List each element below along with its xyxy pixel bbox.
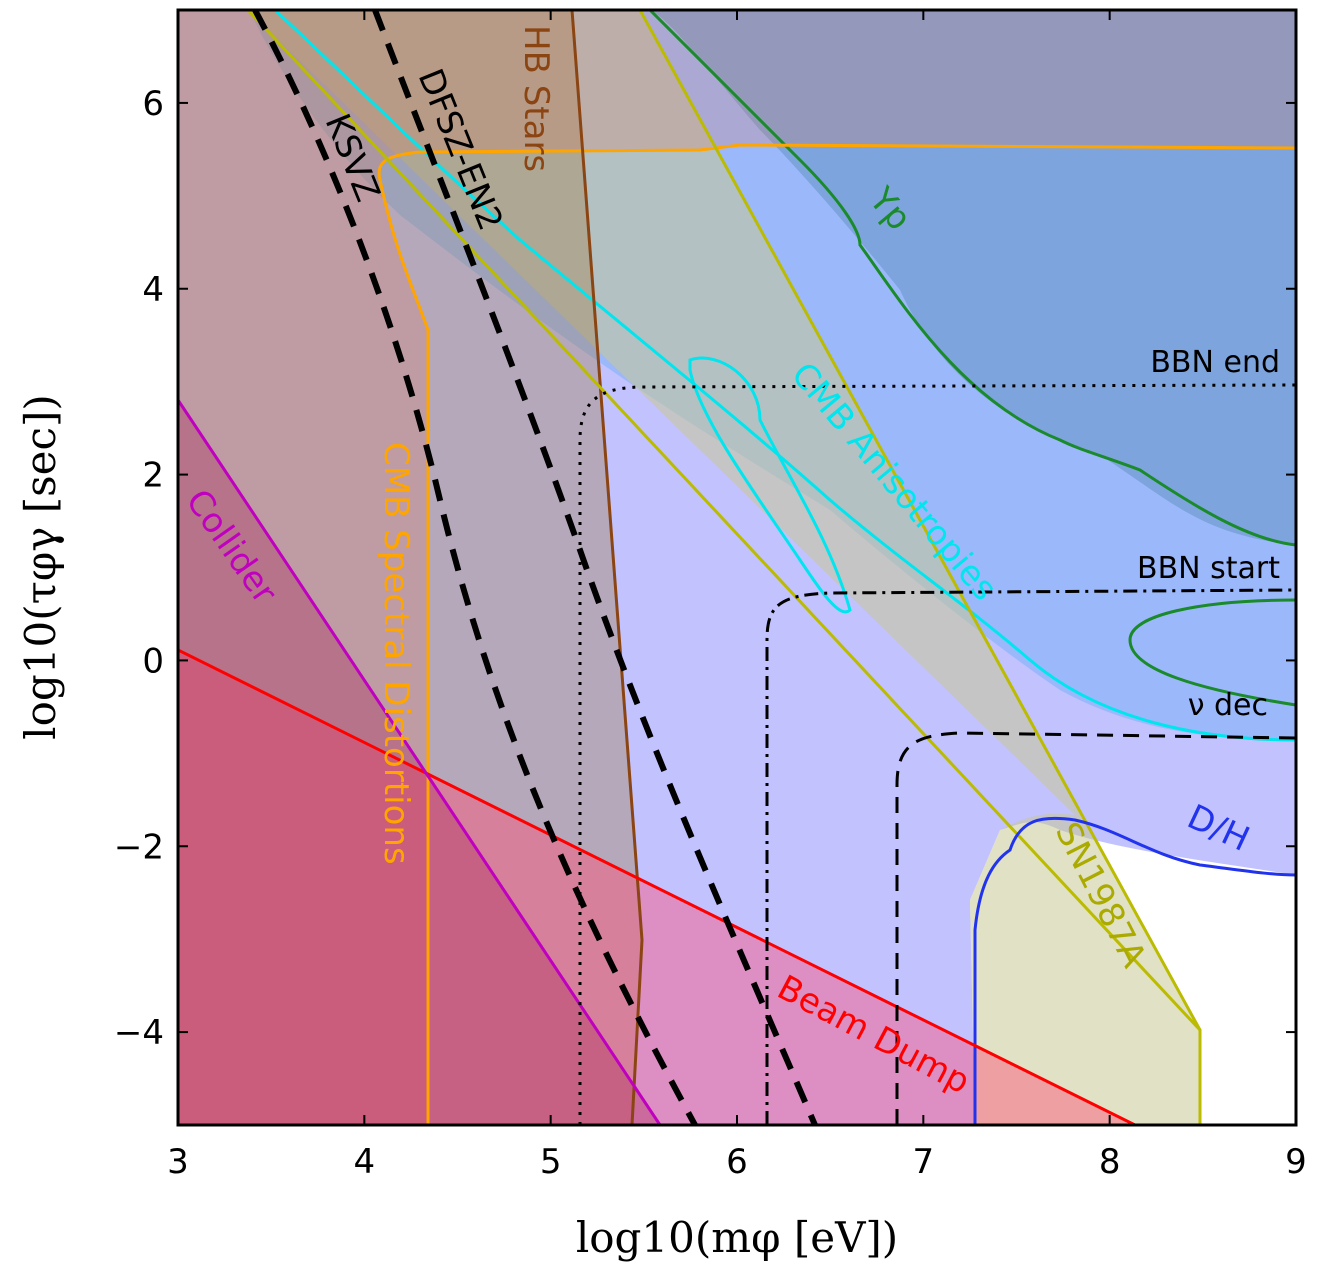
- y-axis-ticks: −4 −2 0 2 4 6: [114, 84, 1296, 1053]
- yp-boundary: [648, 10, 1296, 547]
- dh-region: [178, 10, 1296, 1125]
- x-tick-label: 3: [167, 1142, 189, 1182]
- bbn-end-line: [578, 383, 1296, 1125]
- x-tick-label: 4: [354, 1142, 376, 1182]
- hb-region: [178, 10, 642, 1125]
- y-axis-label: log10(τφγ [sec]): [16, 394, 65, 740]
- y-tick-label: 4: [142, 270, 164, 310]
- x-tick-label: 5: [540, 1142, 562, 1182]
- x-tick-label: 9: [1285, 1142, 1307, 1182]
- cmb-aniso-island: [688, 356, 852, 614]
- nu-dec-label: ν dec: [1188, 688, 1268, 723]
- sn-boundary-lower: [638, 10, 1202, 1031]
- cmb-spec-region: [178, 10, 1296, 1125]
- yp-island: [1128, 598, 1296, 707]
- ksvz-line: [252, 10, 698, 1125]
- x-tick-label: 6: [726, 1142, 748, 1182]
- dh-boundary: [973, 816, 1296, 1125]
- bbn-end-label: BBN end: [1150, 345, 1280, 380]
- x-axis-label: log10(mφ [eV]): [576, 1213, 898, 1262]
- yp-region: [178, 10, 1296, 545]
- y-tick-label: 6: [142, 84, 164, 124]
- y-tick-label: −4: [114, 1013, 164, 1053]
- y-tick-label: 2: [142, 456, 164, 496]
- x-tick-label: 7: [913, 1142, 935, 1182]
- sn-region: [248, 10, 1200, 1125]
- cmb-spectral-label: CMB Spectral Distortions: [376, 442, 416, 865]
- y-tick-label: −2: [114, 827, 164, 867]
- beam-dump-boundary: [178, 648, 1136, 1125]
- bbn-start-label: BBN start: [1137, 551, 1280, 586]
- hb-boundary: [570, 10, 644, 1125]
- x-axis-ticks: 3 4 5 6 7 8 9: [167, 10, 1307, 1182]
- y-tick-label: 0: [142, 641, 164, 681]
- bbn-start-line: [765, 588, 1296, 1125]
- x-tick-label: 8: [1099, 1142, 1121, 1182]
- hb-stars-label: HB Stars: [516, 25, 556, 172]
- cmb-spec-boundary: [377, 143, 1296, 1125]
- dfsz-line: [372, 10, 818, 1125]
- nu-dec-line: [895, 731, 1296, 1125]
- plot-area: [178, 10, 1296, 1125]
